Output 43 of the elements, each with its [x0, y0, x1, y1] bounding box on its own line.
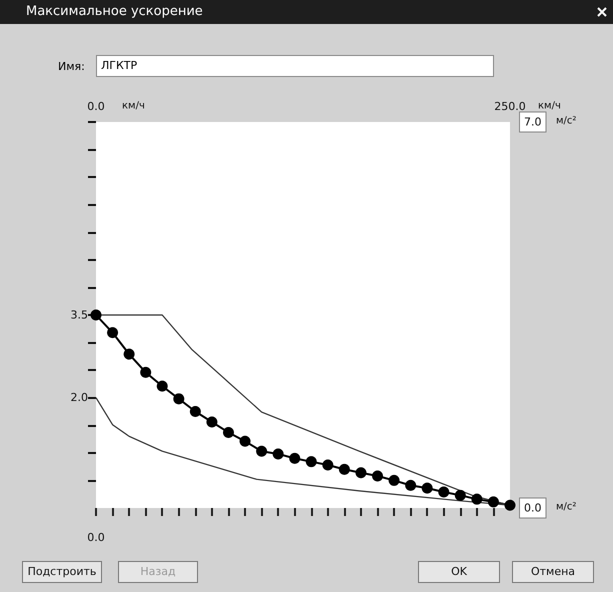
- point: [355, 467, 366, 478]
- x-axis-title: км/ч: [122, 100, 145, 112]
- point: [322, 459, 334, 470]
- text: 0.0: [87, 531, 105, 544]
- point: [372, 470, 384, 482]
- point: [405, 480, 416, 491]
- point: [338, 464, 350, 475]
- text: ЛГКТР: [96, 55, 494, 77]
- point: [256, 446, 268, 457]
- point: [488, 496, 499, 508]
- y-tick-label: 3.5: [70, 308, 88, 322]
- y2-axis-title: м/с²: [556, 116, 576, 126]
- y-tick-label: 2.0: [70, 391, 88, 404]
- point: [140, 366, 152, 378]
- point: [173, 393, 184, 404]
- point: [306, 456, 317, 468]
- text: м/с²: [556, 502, 576, 512]
- point: [222, 426, 234, 438]
- point: [190, 406, 201, 417]
- x-tick-label: 250.0: [494, 100, 526, 113]
- chart-title: Максимальное ускорение: [0, 0, 613, 24]
- point: [124, 348, 135, 360]
- point: [272, 448, 284, 460]
- point: [504, 500, 516, 511]
- point: [388, 474, 400, 486]
- point: [90, 310, 102, 320]
- y2-tick-label: 0.0: [524, 502, 542, 514]
- text: км/ч: [538, 100, 561, 112]
- point: [107, 327, 118, 338]
- point: [471, 494, 482, 505]
- text: Имя:: [58, 60, 85, 73]
- text: Подстроить: [22, 561, 102, 583]
- text: Отмена: [512, 561, 594, 583]
- point: [422, 482, 433, 494]
- point: [454, 490, 466, 501]
- point: [156, 380, 168, 392]
- point: [240, 436, 251, 447]
- point: [206, 416, 218, 428]
- point: [438, 486, 450, 498]
- text: OK: [418, 561, 500, 583]
- y2-tick-label: 7.0: [524, 116, 542, 128]
- point: [289, 452, 300, 464]
- text: Назад: [118, 561, 198, 583]
